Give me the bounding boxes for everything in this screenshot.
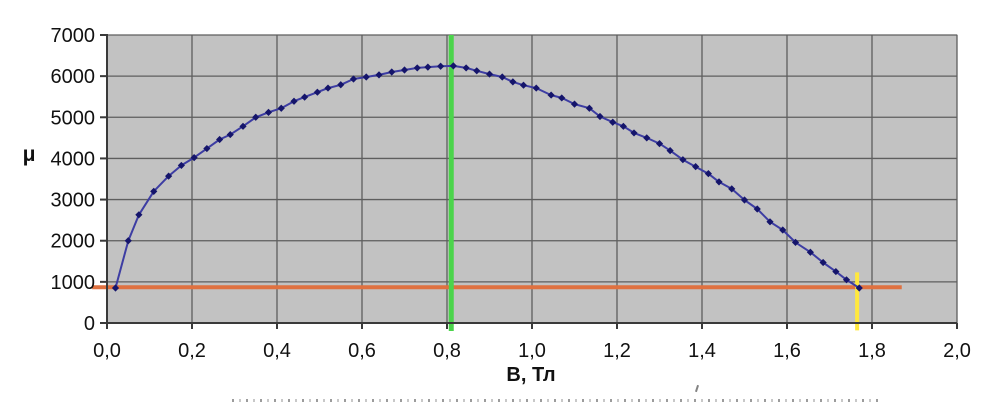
data-point-marker: [585, 104, 593, 112]
data-point-marker: [135, 211, 143, 219]
data-point-marker: [498, 73, 506, 81]
x-axis-title: В, Тл: [506, 364, 556, 386]
data-point-marker: [413, 64, 421, 72]
data-point-marker: [704, 170, 712, 178]
data-point-marker: [290, 97, 298, 105]
data-point-marker: [437, 62, 445, 70]
y-tick-label: 2000: [51, 231, 96, 253]
data-point-marker: [252, 113, 260, 121]
y-tick-label: 6000: [51, 66, 96, 88]
data-point-marker: [532, 84, 540, 92]
data-point-marker: [388, 68, 396, 76]
data-point-marker: [111, 284, 120, 292]
data-point-marker: [519, 81, 528, 89]
x-tick-label: 2,0: [943, 340, 971, 362]
data-point-marker: [570, 100, 579, 108]
cropped-caption-remnant: [232, 399, 882, 402]
data-point-marker: [692, 163, 700, 171]
data-point-marker: [819, 258, 827, 267]
data-point-marker: [277, 104, 285, 112]
data-point-marker: [324, 84, 332, 92]
data-point-marker: [791, 238, 800, 246]
data-point-marker: [150, 187, 158, 195]
data-point-marker: [558, 94, 566, 102]
data-point-marker: [313, 88, 321, 96]
data-point-marker: [124, 237, 132, 245]
x-tick-label: 1,4: [688, 340, 716, 362]
data-point-marker: [753, 205, 761, 213]
y-tick-label: 5000: [51, 107, 96, 129]
data-point-marker: [509, 78, 517, 86]
y-tick-label: 4000: [51, 148, 96, 170]
data-point-marker: [740, 196, 749, 204]
x-tick-label: 0,6: [348, 340, 376, 362]
data-point-marker: [596, 112, 604, 121]
data-point-marker: [715, 178, 723, 186]
y-tick-label: 0: [84, 313, 95, 335]
data-point-marker: [462, 64, 470, 72]
data-point-marker: [165, 172, 173, 180]
y-tick-label: 3000: [51, 190, 96, 212]
x-tick-label: 1,8: [858, 340, 886, 362]
data-point-marker: [216, 135, 224, 144]
data-point-marker: [832, 267, 840, 276]
data-point-marker: [655, 140, 664, 148]
data-point-marker: [177, 161, 185, 170]
x-tick-label: 1,0: [518, 340, 546, 362]
x-tick-label: 0,2: [178, 340, 206, 362]
data-point-marker: [239, 122, 247, 130]
data-point-marker: [679, 156, 687, 164]
data-point-marker: [301, 93, 309, 101]
data-point-marker: [630, 129, 638, 137]
y-axis-title: μ: [22, 143, 36, 166]
data-point-marker: [400, 66, 409, 74]
x-tick-label: 0,8: [433, 340, 461, 362]
data-point-marker: [609, 118, 617, 126]
data-point-marker: [806, 248, 814, 256]
data-point-marker: [473, 67, 481, 75]
data-point-marker: [203, 144, 211, 153]
data-point-marker: [842, 276, 851, 284]
data-point-marker: [424, 63, 432, 71]
data-point-marker: [264, 108, 273, 116]
x-tick-label: 0,0: [93, 340, 121, 362]
y-tick-label: 7000: [51, 25, 96, 47]
data-point-marker: [728, 185, 736, 193]
x-tick-label: 1,2: [603, 340, 631, 362]
data-point-marker: [190, 154, 198, 162]
data-point-marker: [619, 122, 627, 130]
y-tick-label: 1000: [51, 272, 96, 294]
data-point-marker: [779, 226, 787, 234]
x-tick-label: 0,4: [263, 340, 291, 362]
data-point-marker: [485, 70, 494, 78]
data-point-marker: [449, 62, 457, 70]
data-point-marker: [226, 130, 234, 139]
data-point-marker: [547, 91, 555, 99]
data-point-marker: [855, 284, 863, 292]
data-point-marker: [643, 134, 651, 142]
data-point-marker: [766, 218, 774, 226]
data-point-marker: [375, 71, 383, 79]
data-point-marker: [349, 75, 358, 83]
data-point-marker: [666, 147, 674, 155]
data-point-marker: [362, 73, 370, 81]
x-tick-label: 1,6: [773, 340, 801, 362]
data-point-marker: [337, 81, 345, 89]
